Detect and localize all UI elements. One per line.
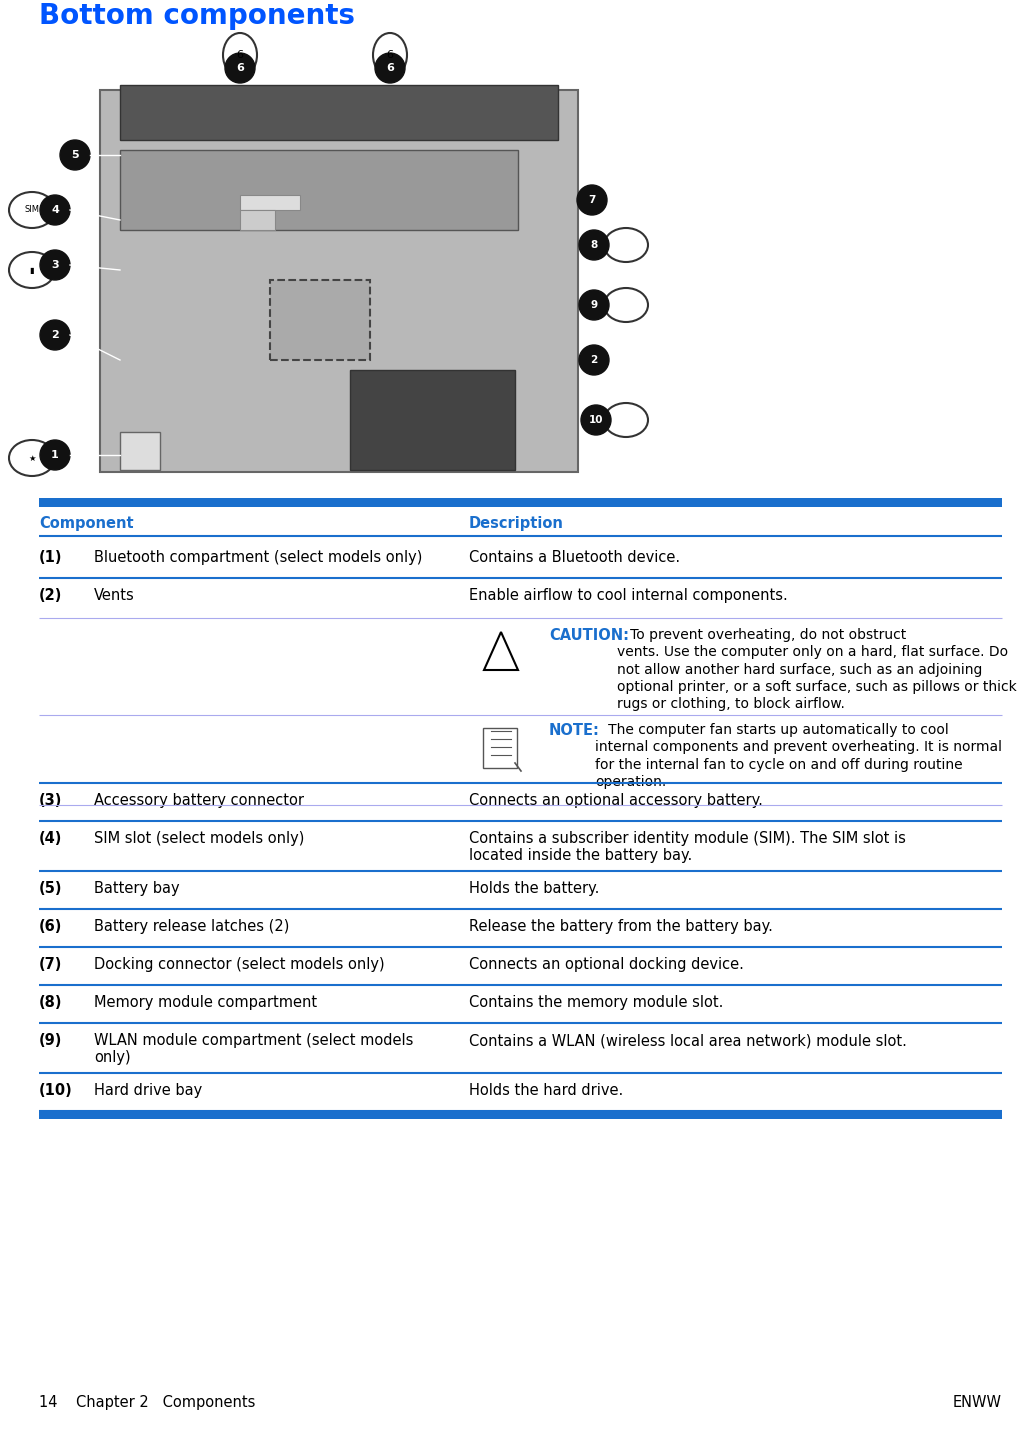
Text: (2): (2) [39, 588, 63, 604]
Text: WLAN module compartment (select models
only): WLAN module compartment (select models o… [94, 1032, 413, 1066]
Circle shape [579, 230, 609, 260]
Ellipse shape [224, 33, 258, 77]
FancyBboxPatch shape [350, 370, 515, 469]
Ellipse shape [604, 403, 648, 438]
Text: SIM slot (select models only): SIM slot (select models only) [94, 830, 305, 846]
FancyBboxPatch shape [39, 498, 1002, 507]
FancyBboxPatch shape [270, 280, 370, 360]
Text: Vents: Vents [94, 588, 135, 604]
Ellipse shape [604, 287, 648, 322]
Text: (10): (10) [39, 1083, 73, 1097]
Text: 3: 3 [52, 260, 59, 270]
Circle shape [579, 290, 609, 321]
Ellipse shape [9, 440, 55, 477]
Text: 2: 2 [52, 331, 59, 339]
Text: (3): (3) [39, 793, 63, 809]
Circle shape [375, 53, 405, 82]
Text: Bluetooth compartment (select models only): Bluetooth compartment (select models onl… [94, 550, 422, 565]
Text: To prevent overheating, do not obstruct
vents. Use the computer only on a hard, : To prevent overheating, do not obstruct … [617, 628, 1017, 712]
Text: ▮: ▮ [30, 266, 34, 274]
Text: 6: 6 [236, 64, 244, 74]
Text: Hard drive bay: Hard drive bay [94, 1083, 202, 1097]
Circle shape [581, 404, 611, 435]
Text: (5): (5) [39, 881, 63, 895]
Text: 5: 5 [71, 150, 79, 160]
Text: Release the battery from the battery bay.: Release the battery from the battery bay… [469, 918, 772, 934]
Text: 1: 1 [52, 451, 59, 461]
Circle shape [40, 440, 70, 469]
Text: Contains a Bluetooth device.: Contains a Bluetooth device. [469, 550, 680, 565]
Ellipse shape [9, 253, 55, 287]
Text: Memory module compartment: Memory module compartment [94, 995, 317, 1009]
FancyBboxPatch shape [121, 85, 558, 140]
Text: Connects an optional docking device.: Connects an optional docking device. [469, 957, 744, 972]
Text: 2: 2 [590, 355, 597, 365]
Circle shape [40, 250, 70, 280]
Text: (9): (9) [39, 1032, 63, 1048]
Text: Battery release latches (2): Battery release latches (2) [94, 918, 289, 934]
FancyBboxPatch shape [240, 209, 275, 230]
Text: (6): (6) [39, 918, 63, 934]
Text: Holds the hard drive.: Holds the hard drive. [469, 1083, 623, 1097]
Text: (8): (8) [39, 995, 63, 1009]
Text: Description: Description [469, 516, 563, 531]
Text: 4: 4 [52, 205, 59, 215]
Text: The computer fan starts up automatically to cool
internal components and prevent: The computer fan starts up automatically… [595, 723, 1002, 788]
Text: Enable airflow to cool internal components.: Enable airflow to cool internal componen… [469, 588, 788, 604]
Text: ENWW: ENWW [953, 1395, 1002, 1409]
FancyBboxPatch shape [121, 150, 518, 230]
Circle shape [579, 345, 609, 375]
FancyBboxPatch shape [100, 90, 578, 472]
Ellipse shape [9, 192, 55, 228]
Text: Holds the battery.: Holds the battery. [469, 881, 599, 895]
Circle shape [60, 140, 90, 170]
Text: 6: 6 [237, 51, 243, 61]
Text: Contains a subscriber identity module (SIM). The SIM slot is
located inside the : Contains a subscriber identity module (S… [469, 830, 905, 864]
Text: (4): (4) [39, 830, 63, 846]
Circle shape [225, 53, 255, 82]
Text: 9: 9 [590, 300, 597, 310]
Circle shape [40, 321, 70, 349]
Circle shape [40, 195, 70, 225]
FancyBboxPatch shape [39, 1110, 1002, 1119]
Text: Bottom components: Bottom components [39, 1, 355, 30]
Circle shape [577, 185, 607, 215]
Text: 8: 8 [590, 240, 597, 250]
Text: NOTE:: NOTE: [549, 723, 599, 738]
Text: SIM: SIM [25, 205, 39, 215]
Text: 14    Chapter 2   Components: 14 Chapter 2 Components [39, 1395, 255, 1409]
FancyBboxPatch shape [121, 432, 160, 469]
FancyBboxPatch shape [240, 195, 300, 209]
Text: 6: 6 [386, 51, 393, 61]
FancyBboxPatch shape [483, 728, 517, 768]
Text: Accessory battery connector: Accessory battery connector [94, 793, 304, 809]
Text: 7: 7 [588, 195, 595, 205]
Text: ★: ★ [28, 453, 36, 462]
Text: Contains a WLAN (wireless local area network) module slot.: Contains a WLAN (wireless local area net… [469, 1032, 906, 1048]
Ellipse shape [604, 228, 648, 261]
Text: 6: 6 [386, 64, 393, 74]
Text: Docking connector (select models only): Docking connector (select models only) [94, 957, 384, 972]
Text: Battery bay: Battery bay [94, 881, 179, 895]
Text: (1): (1) [39, 550, 63, 565]
Text: 10: 10 [589, 414, 604, 425]
Ellipse shape [373, 33, 407, 77]
Text: (7): (7) [39, 957, 63, 972]
Text: Connects an optional accessory battery.: Connects an optional accessory battery. [469, 793, 763, 809]
Text: Contains the memory module slot.: Contains the memory module slot. [469, 995, 723, 1009]
Text: Component: Component [39, 516, 134, 531]
Text: CAUTION:: CAUTION: [549, 628, 629, 643]
